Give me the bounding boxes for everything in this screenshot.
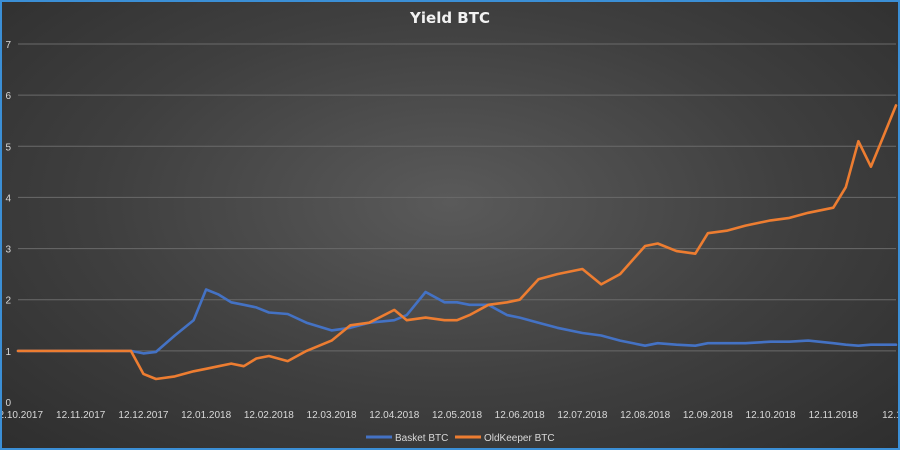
legend-label: Basket BTC: [395, 433, 448, 444]
legend: Basket BTC OldKeeper BTC: [366, 433, 555, 444]
x-tick-label: 12.10.2017: [2, 410, 43, 421]
x-tick-label: 12.01.2018: [181, 410, 231, 421]
y-tick-label: 5: [5, 142, 11, 153]
gridlines: [18, 43, 896, 352]
x-tick-label: 12.02.2018: [244, 410, 294, 421]
series-line-oldkeeper-btc: [16, 104, 898, 381]
y-tick-label: 6: [5, 91, 11, 102]
x-tick-label: 12.10.2018: [746, 410, 796, 421]
y-tick-label: 3: [5, 245, 11, 256]
x-tick-label: 12.03.2018: [307, 410, 357, 421]
y-tick-label: 4: [5, 193, 11, 204]
y-axis-ticks: 0 1 2 3 4 5 6 7: [5, 40, 11, 409]
x-axis-ticks: 12.10.2017 12.11.2017 12.12.2017 12.01.2018…: [2, 410, 898, 421]
legend-label: OldKeeper BTC: [484, 433, 555, 444]
y-tick-label: 0: [5, 398, 11, 409]
x-tick-label: 12.06.2018: [495, 410, 545, 421]
y-tick-label: 7: [5, 40, 11, 51]
x-tick-label: 12.04.2018: [369, 410, 419, 421]
chart-title: Yield BTC: [409, 9, 490, 27]
series-lines: [16, 104, 898, 381]
x-tick-label: 12.08.2018: [620, 410, 670, 421]
x-tick-label: 12.12.2017: [118, 410, 168, 421]
series-line-basket-btc: [16, 288, 898, 355]
x-tick-label: 12.05.2018: [432, 410, 482, 421]
x-tick-label: 12.11.2018: [809, 410, 859, 421]
y-tick-label: 2: [5, 296, 11, 307]
x-tick-label: 12.12.: [882, 410, 898, 421]
y-tick-label: 1: [5, 347, 11, 358]
x-tick-label: 12.11.2017: [56, 410, 106, 421]
x-tick-label: 12.09.2018: [683, 410, 733, 421]
x-tick-label: 12.07.2018: [557, 410, 607, 421]
